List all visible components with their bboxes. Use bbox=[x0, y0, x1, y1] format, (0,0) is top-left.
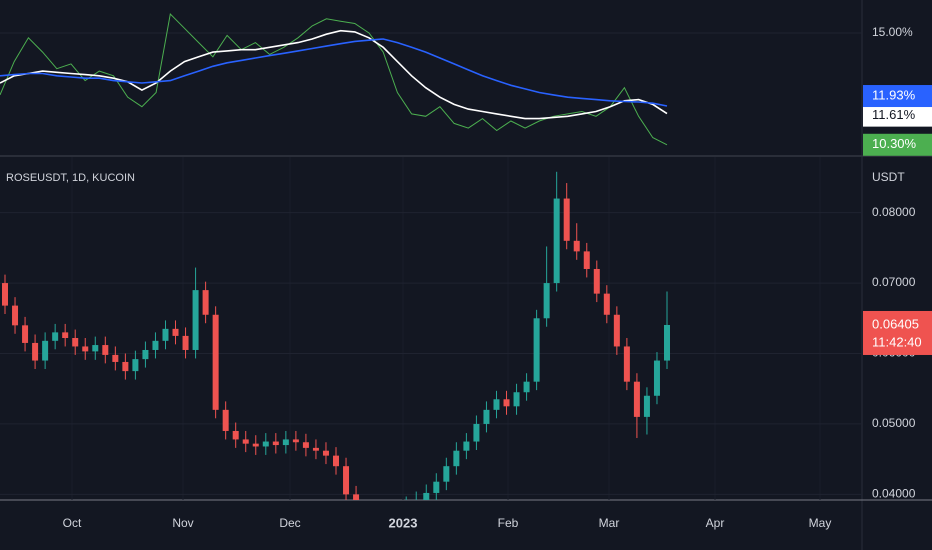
y-tick-label: 0.07000 bbox=[872, 275, 916, 289]
candle-body bbox=[443, 466, 450, 482]
last-price-label: 0.06405 bbox=[872, 316, 919, 331]
candle-body bbox=[433, 481, 440, 493]
symbol-title: ROSEUSDT, 1D, KUCOIN bbox=[6, 172, 135, 184]
candle-body bbox=[563, 198, 570, 241]
candle-body bbox=[543, 283, 550, 319]
candle-body bbox=[62, 332, 69, 339]
candle-body bbox=[182, 335, 189, 350]
candle-body bbox=[453, 450, 460, 467]
candle-body bbox=[12, 305, 19, 326]
price-pane bbox=[0, 157, 862, 500]
indicator-line bbox=[0, 29, 668, 120]
candle-body bbox=[513, 392, 520, 407]
indicator-line bbox=[0, 12, 668, 146]
candle-body bbox=[553, 198, 560, 284]
candle-body bbox=[222, 409, 229, 431]
price-axis-unit: USDT bbox=[872, 170, 905, 184]
candle-body bbox=[292, 439, 299, 443]
indicator-line bbox=[0, 38, 668, 107]
candle-body bbox=[653, 360, 660, 396]
candle-body bbox=[533, 318, 540, 382]
candle-body bbox=[2, 283, 8, 306]
countdown-label: 11:42:40 bbox=[872, 334, 922, 349]
candle-body bbox=[92, 345, 99, 352]
candle-body bbox=[112, 354, 119, 362]
last-value-label: 10.30% bbox=[872, 136, 917, 151]
price-tag bbox=[863, 310, 932, 355]
candle-body bbox=[333, 455, 339, 467]
candle-body bbox=[272, 441, 279, 446]
y-tick-label: 0.04000 bbox=[872, 487, 916, 501]
candle-body bbox=[52, 332, 59, 341]
x-tick-label: Dec bbox=[279, 516, 300, 530]
last-value-tag bbox=[863, 85, 932, 108]
candle-body bbox=[252, 443, 259, 447]
x-tick-label: Mar bbox=[599, 516, 620, 530]
candle-body bbox=[202, 290, 209, 315]
candle-body bbox=[503, 399, 510, 407]
y-tick-label: 0.05000 bbox=[872, 416, 916, 430]
candle-body bbox=[152, 340, 159, 350]
candle-body bbox=[162, 328, 169, 341]
candle-body bbox=[493, 399, 500, 410]
candle-body bbox=[643, 395, 650, 417]
candle-body bbox=[72, 338, 79, 347]
candle-body bbox=[423, 492, 430, 500]
candle-body bbox=[573, 240, 580, 252]
last-value-tag bbox=[863, 104, 932, 127]
candle-body bbox=[192, 290, 199, 350]
candle-body bbox=[613, 314, 620, 347]
x-tick-label: Feb bbox=[498, 516, 519, 530]
candle-body bbox=[664, 324, 670, 361]
candle-body bbox=[353, 494, 360, 500]
x-tick-label: Oct bbox=[63, 516, 82, 530]
candle-body bbox=[343, 466, 350, 495]
candle-body bbox=[593, 268, 600, 294]
candle-body bbox=[172, 328, 179, 336]
candle-body bbox=[212, 314, 219, 410]
x-tick-label: Apr bbox=[706, 516, 725, 530]
x-tick-label: Nov bbox=[172, 516, 193, 530]
axes: 15.00% 10.30% 11.61% 11.93% Oct Nov Dec 2023 Feb… bbox=[63, 25, 932, 530]
candle-body bbox=[142, 349, 149, 360]
candle-body bbox=[22, 325, 29, 343]
candle-body bbox=[282, 439, 289, 446]
last-value-label: 11.61% bbox=[872, 107, 916, 122]
candle-body bbox=[132, 359, 139, 372]
indicator-pane bbox=[0, 12, 862, 146]
candle-body bbox=[603, 293, 610, 315]
last-value-tag bbox=[863, 133, 932, 156]
candle-body bbox=[42, 340, 49, 361]
x-tick-label: 2023 bbox=[389, 515, 418, 530]
candle-body bbox=[262, 441, 269, 447]
x-tick-label: May bbox=[809, 516, 832, 530]
candle-body bbox=[312, 447, 319, 451]
candle-body bbox=[633, 381, 640, 417]
candle-body bbox=[623, 346, 630, 382]
candle-body bbox=[473, 423, 480, 442]
y-tick-label: 0.08000 bbox=[872, 205, 916, 219]
candle-body bbox=[122, 361, 129, 372]
candle-body bbox=[32, 342, 39, 361]
candle-body bbox=[583, 251, 590, 269]
candle-body bbox=[82, 346, 89, 352]
last-value-label: 11.93% bbox=[872, 87, 916, 102]
candle-body bbox=[523, 381, 530, 393]
candle-body bbox=[232, 430, 239, 440]
candle-body bbox=[302, 442, 309, 448]
candle-body bbox=[483, 409, 490, 424]
candle-body bbox=[463, 441, 470, 451]
candle-body bbox=[242, 439, 249, 444]
candle-body bbox=[322, 450, 329, 456]
candle-body bbox=[102, 345, 109, 355]
y2-tick-label: 15.00% bbox=[872, 25, 913, 39]
